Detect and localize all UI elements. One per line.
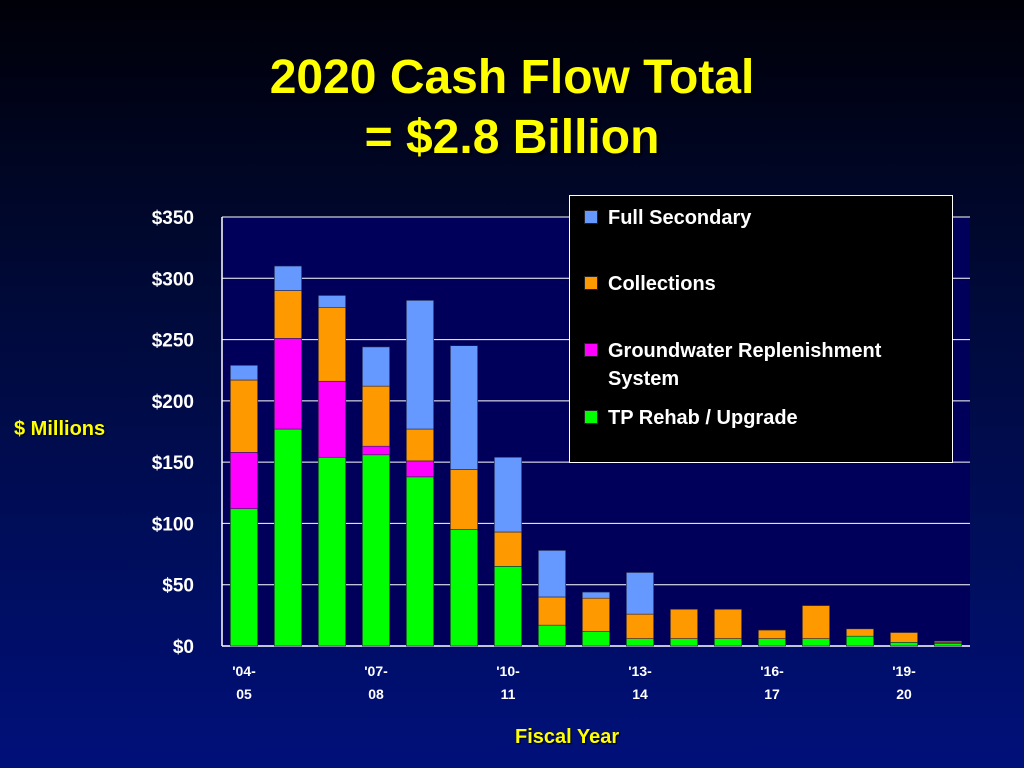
bar-segment	[318, 456, 346, 647]
legend-label-collections: Collections	[608, 273, 716, 295]
bar-segment	[714, 638, 742, 647]
bar-segment	[582, 597, 610, 632]
bar-segment	[714, 608, 742, 639]
legend-label-full-secondary: Full Secondary	[608, 207, 752, 229]
y-tick-label: $250	[152, 331, 194, 352]
bar-segment	[318, 295, 346, 309]
bar-segment	[362, 454, 390, 647]
y-tick-label: $150	[152, 453, 194, 474]
bar-segment	[450, 469, 478, 530]
bar-segment	[494, 531, 522, 567]
y-tick-label: $0	[173, 637, 194, 658]
x-tick-label: '07-	[364, 663, 388, 679]
bar-segment	[494, 456, 522, 533]
bar-segment	[274, 290, 302, 339]
bar-segment	[538, 596, 566, 626]
x-tick-label: '04-	[232, 663, 256, 679]
chart-legend: Full Secondary Collections Groundwater R…	[569, 195, 953, 463]
bar-segment	[362, 346, 390, 387]
bar-segment	[802, 605, 830, 639]
bar-segment	[362, 385, 390, 447]
bar-segment	[538, 550, 566, 598]
bar-segment	[362, 445, 390, 456]
bar-segment	[934, 640, 962, 643]
x-tick-label: 08	[368, 686, 384, 702]
bar-segment	[890, 632, 918, 643]
legend-label-tp-rehab: TP Rehab / Upgrade	[608, 407, 798, 429]
bar-segment	[230, 379, 258, 453]
y-tick-label: $200	[152, 392, 194, 413]
bar-segment	[582, 630, 610, 647]
x-tick-label: 17	[764, 686, 780, 702]
bar-segment	[230, 452, 258, 510]
y-tick-label: $350	[152, 208, 194, 229]
y-axis-label: $ Millions	[14, 418, 106, 440]
bar-segment	[626, 572, 654, 615]
x-tick-label: 20	[896, 686, 912, 702]
bar-segment	[890, 642, 918, 647]
x-tick-label: '13-	[628, 663, 652, 679]
legend-swatch-tp-rehab	[584, 410, 598, 424]
bar-segment	[450, 529, 478, 647]
chart-title-line1: 2020 Cash Flow Total	[269, 51, 755, 104]
bar-segment	[318, 307, 346, 382]
x-tick-label: 05	[236, 686, 252, 702]
chart-title: 2020 Cash Flow Total = $2.8 Billion	[0, 48, 1024, 168]
bar-segment	[406, 300, 434, 430]
x-tick-label: '19-	[892, 663, 916, 679]
x-tick-label: '16-	[760, 663, 784, 679]
bar-segment	[274, 265, 302, 291]
chart-title-line2: = $2.8 Billion	[364, 111, 660, 164]
x-tick-label: '10-	[496, 663, 520, 679]
bar-segment	[802, 638, 830, 647]
bar-segment	[846, 635, 874, 647]
legend-label-groundwater: Groundwater Replenishment System	[608, 340, 882, 390]
bar-segment	[934, 643, 962, 647]
bar-segment	[230, 508, 258, 647]
bar-segment	[846, 628, 874, 637]
bar-segment	[406, 428, 434, 462]
legend-swatch-full-secondary	[584, 210, 598, 224]
bar-segment	[274, 428, 302, 647]
x-tick-label: 14	[632, 686, 648, 702]
y-tick-label: $100	[152, 514, 194, 535]
bar-segment	[230, 365, 258, 381]
x-tick-label: 11	[501, 686, 516, 702]
bar-segment	[494, 566, 522, 647]
x-axis-label: Fiscal Year	[515, 726, 620, 748]
y-tick-label: $300	[152, 269, 194, 290]
legend-swatch-groundwater	[584, 343, 598, 357]
bar-segment	[406, 476, 434, 647]
bar-segment	[406, 460, 434, 478]
bar-segment	[758, 638, 786, 647]
y-tick-label: $50	[162, 576, 194, 597]
bar-segment	[450, 345, 478, 470]
bar-segment	[582, 591, 610, 599]
bar-segment	[538, 624, 566, 647]
bar-segment	[626, 613, 654, 639]
bar-segment	[274, 338, 302, 430]
bar-segment	[670, 608, 698, 639]
bar-segment	[626, 638, 654, 647]
bar-segment	[758, 629, 786, 639]
bar-segment	[318, 380, 346, 458]
legend-swatch-collections	[584, 276, 598, 290]
bar-segment	[670, 638, 698, 647]
